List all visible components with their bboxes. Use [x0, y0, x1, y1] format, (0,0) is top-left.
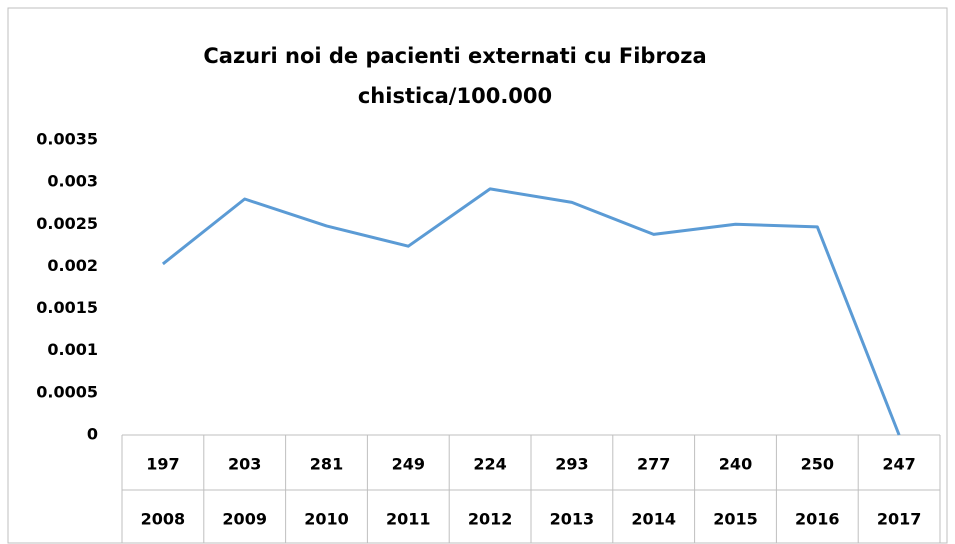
y-tick-label: 0.001 [47, 340, 98, 359]
chart-title: chistica/100.000 [358, 84, 552, 108]
y-tick-label: 0.0015 [36, 298, 98, 317]
y-tick-label: 0.0035 [36, 130, 98, 149]
x-tick-label: 2016 [795, 510, 840, 529]
x-tick-label: 2017 [877, 510, 922, 529]
y-tick-label: 0.0005 [36, 382, 98, 401]
x-tick-label: 2012 [468, 510, 513, 529]
data-line [161, 187, 901, 436]
x-tick-label: 2015 [713, 510, 758, 529]
y-tick-label: 0.002 [47, 256, 98, 275]
count-label: 224 [473, 455, 506, 474]
count-label: 281 [310, 455, 343, 474]
y-tick-label: 0.003 [47, 172, 98, 191]
chart-frame [7, 7, 948, 544]
count-label: 277 [637, 455, 670, 474]
x-tick-label: 2010 [304, 510, 349, 529]
count-label: 203 [228, 455, 261, 474]
x-tick-label: 2011 [386, 510, 431, 529]
count-label: 197 [146, 455, 179, 474]
x-tick-label: 2008 [141, 510, 186, 529]
count-label: 293 [555, 455, 588, 474]
x-tick-label: 2014 [631, 510, 676, 529]
count-label: 249 [392, 455, 425, 474]
y-tick-label: 0 [87, 425, 98, 444]
count-label: 240 [719, 455, 752, 474]
chart-title: Cazuri noi de pacienti externati cu Fibr… [203, 44, 706, 68]
x-tick-label: 2009 [222, 510, 267, 529]
x-tick-label: 2013 [550, 510, 595, 529]
count-label: 250 [801, 455, 834, 474]
y-tick-label: 0.0025 [36, 214, 98, 233]
count-label: 247 [882, 455, 915, 474]
